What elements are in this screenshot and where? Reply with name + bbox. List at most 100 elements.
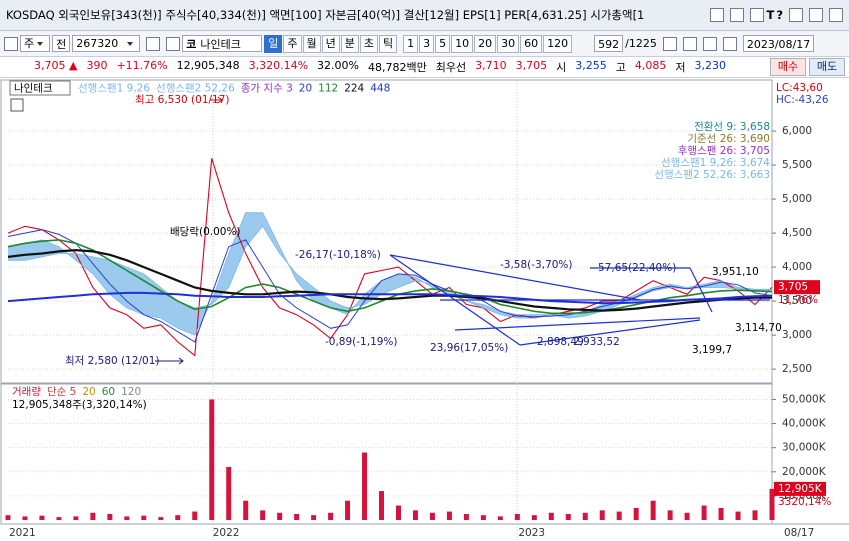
volume-bar xyxy=(124,516,130,520)
interval-button[interactable]: 30 xyxy=(497,34,520,53)
last-change-label: 11,76% xyxy=(778,294,818,306)
period-button[interactable]: 일 xyxy=(264,34,283,53)
icon[interactable] xyxy=(4,36,18,51)
volume-bar xyxy=(158,517,164,520)
volume-bar xyxy=(480,515,486,520)
ichimoku-label: 전환선 9: 3,658 xyxy=(694,121,770,133)
volume-bar xyxy=(565,513,571,520)
annotation: 최저 2,580 (12/01) xyxy=(65,355,160,367)
volume-bar xyxy=(769,488,775,520)
interval-button[interactable]: 5 xyxy=(435,34,451,53)
code-input[interactable]: 267320 xyxy=(72,35,141,52)
stock-label: 나인테크 xyxy=(14,83,53,95)
volume-bar xyxy=(633,507,639,520)
lc-label: LC:43,60 xyxy=(776,82,823,94)
x-tick-label: 2021 xyxy=(9,527,36,539)
period-button[interactable]: 초 xyxy=(359,34,378,53)
sell-button[interactable]: 매도 xyxy=(809,58,845,76)
volume-bar xyxy=(107,513,113,520)
price-line xyxy=(7,158,773,357)
volume-bar xyxy=(395,505,401,520)
y-tick-label: 5,000 xyxy=(782,193,812,205)
icon[interactable] xyxy=(662,36,677,51)
annotation: 배당락(0.00%) xyxy=(170,226,241,238)
interval-button[interactable]: 3 xyxy=(419,34,435,53)
volume-bar xyxy=(701,505,707,520)
stock-name[interactable]: 코 나인테크 xyxy=(182,35,263,52)
buy-button[interactable]: 매수 xyxy=(770,58,806,76)
legend-entry: 112 xyxy=(318,83,338,95)
icon[interactable] xyxy=(789,8,803,22)
icon[interactable] xyxy=(829,8,843,22)
search-icon[interactable] xyxy=(146,36,161,51)
x-tick-label: 08/17 xyxy=(784,527,814,539)
order-buttons: 매수 매도 xyxy=(770,58,849,76)
exchange: 코 xyxy=(186,38,197,51)
icon[interactable] xyxy=(730,8,745,22)
price-line xyxy=(7,248,772,312)
quote-item: 3,255 xyxy=(575,59,607,72)
volume-bar xyxy=(379,491,385,520)
indicator-label: 60 xyxy=(102,386,115,398)
indicator-label: 단순 5 xyxy=(47,386,76,398)
annotation: 3,199,7 xyxy=(692,344,732,356)
indicator-label: 20 xyxy=(82,386,95,398)
market-select[interactable]: 주 xyxy=(20,35,51,52)
last-price-box xyxy=(774,280,820,295)
date[interactable]: 2023/08/17 xyxy=(742,35,815,52)
chart: 2,500 3,000 3,500 4,000 4,500 5,000 5,500 6,000… xyxy=(0,79,849,541)
sound-icon[interactable] xyxy=(166,36,181,51)
volume-bar xyxy=(616,511,622,520)
grid-icon xyxy=(10,98,24,112)
interval-button[interactable]: 120 xyxy=(543,34,573,53)
quote-item: 12,905,348 xyxy=(176,59,240,72)
y-tick-label: 3,500 xyxy=(782,295,812,307)
period-button[interactable]: 주 xyxy=(283,34,302,53)
window-icons: T? xyxy=(706,8,849,22)
icon[interactable] xyxy=(710,8,725,22)
y-tick-label: 40,000K xyxy=(782,418,827,430)
y-tick-label: 6,000 xyxy=(782,125,812,137)
volume-bar xyxy=(39,515,45,520)
icon-text[interactable]: ? xyxy=(776,8,783,22)
annotation: 23,96(17,05%) xyxy=(430,342,508,354)
interval-button[interactable]: 1 xyxy=(403,34,419,53)
volume-bar xyxy=(446,511,452,520)
annotation-arrow xyxy=(210,96,223,104)
quote-bar: 3,705 ▲ 390 +11.76% 12,905,348 3,320.14% 32.0… xyxy=(0,57,849,78)
price-line xyxy=(7,291,773,305)
interval-button[interactable]: 10 xyxy=(451,34,474,53)
period-button[interactable]: 틱 xyxy=(379,34,398,53)
interval-button[interactable]: 20 xyxy=(474,34,497,53)
icon[interactable] xyxy=(722,36,737,51)
volume-bar xyxy=(243,500,249,520)
x-tick-label: 2022 xyxy=(213,527,240,539)
quote-item: 3,705 xyxy=(515,59,548,72)
icon[interactable] xyxy=(750,8,765,22)
volume-bar xyxy=(294,513,300,520)
quote-item: 3,320.14% xyxy=(248,59,309,72)
volume-bar xyxy=(175,515,181,520)
y-tick-label: 4,000 xyxy=(782,261,812,273)
quote-item: 3,705 ▲ xyxy=(34,59,78,72)
icon[interactable] xyxy=(809,8,823,22)
interval-button[interactable]: 60 xyxy=(520,34,543,53)
price-line xyxy=(7,229,773,343)
icon[interactable] xyxy=(682,36,697,51)
quote-item: 고 xyxy=(615,61,626,74)
y-tick-label: 4,500 xyxy=(782,227,812,239)
prev-button[interactable]: 전 xyxy=(52,35,71,52)
period-button[interactable]: 분 xyxy=(340,34,359,53)
ichimoku-label: 기준선 26: 3,690 xyxy=(687,133,770,145)
volume-bar xyxy=(514,513,520,520)
period-button[interactable]: 년 xyxy=(321,34,340,53)
icon[interactable] xyxy=(702,36,717,51)
volume-summary: 12,905,348주(3,320,14%) xyxy=(12,399,147,411)
trendline xyxy=(519,319,701,346)
count[interactable]: 592 xyxy=(594,35,624,52)
icon-text[interactable]: T xyxy=(766,8,775,22)
period-button[interactable]: 월 xyxy=(302,34,321,53)
annotation: 2,933,52 xyxy=(573,336,620,348)
